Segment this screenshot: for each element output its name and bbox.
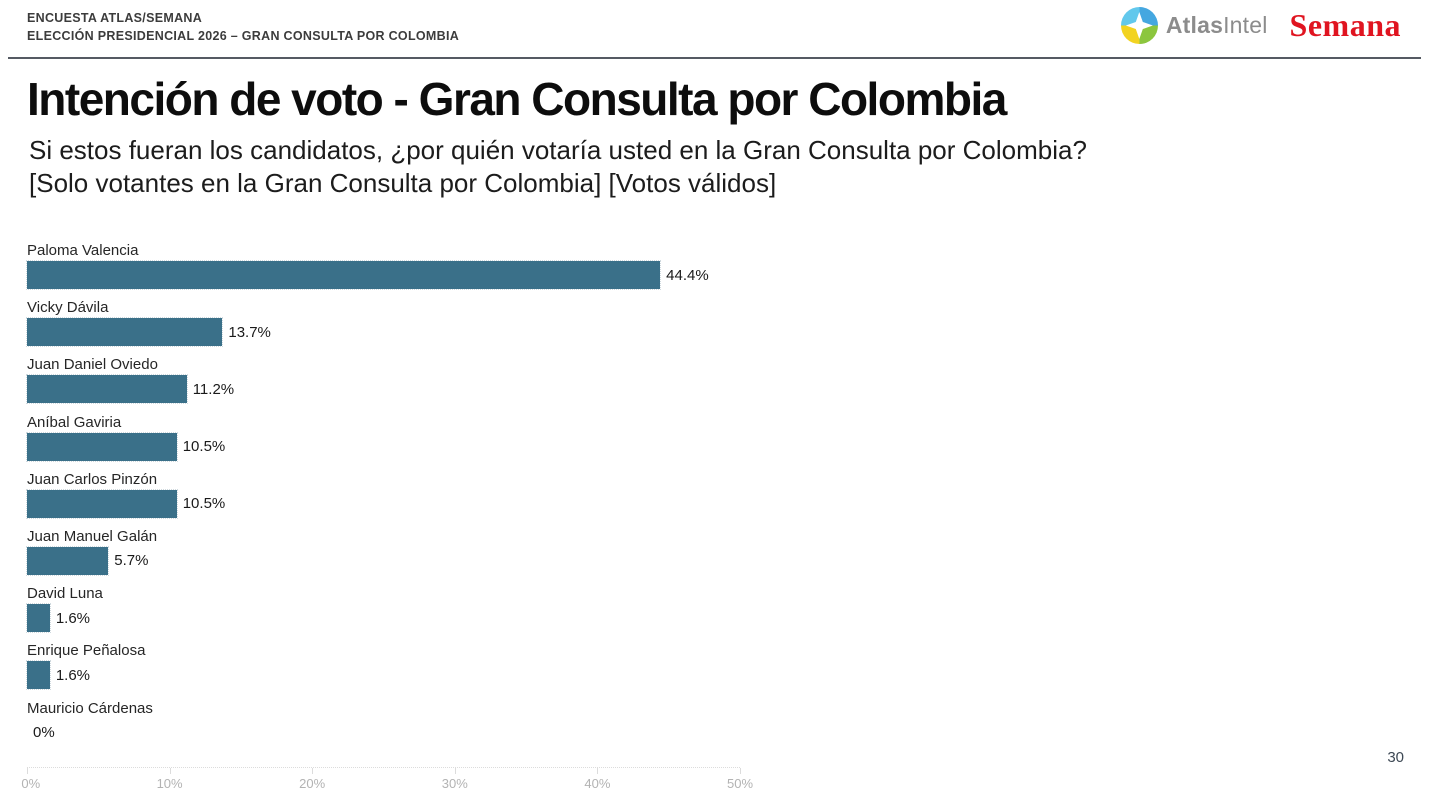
page-number: 30 — [1387, 749, 1404, 766]
page-title: Intención de voto - Gran Consulta por Co… — [27, 73, 1007, 125]
bar-line: 44.4% — [25, 260, 709, 290]
atlasintel-star-icon — [1125, 12, 1153, 39]
semana-logo: Semana — [1289, 7, 1401, 43]
header-divider — [8, 57, 1421, 59]
bar-line: 1.6% — [26, 603, 91, 634]
bar-row: David Luna 1.6% — [26, 585, 787, 643]
bar-line: 13.7% — [25, 317, 271, 348]
x-axis: 0% 10% 20% 30% 40% 50% — [21, 767, 753, 793]
tick-label: 0% — [21, 776, 41, 791]
bar-value: 10.5% — [182, 438, 226, 456]
bar — [25, 545, 110, 576]
bar-row: Aníbal Gaviria 10.5% — [26, 413, 787, 472]
candidate-name: Enrique Peñalosa — [27, 642, 146, 660]
tick-mark — [597, 768, 599, 774]
bar-value: 13.7% — [228, 323, 271, 341]
bar-row: Juan Manuel Galán 5.7% — [25, 527, 787, 586]
tick-mark — [169, 768, 171, 774]
bar — [26, 603, 51, 634]
tick-label: 50% — [726, 776, 754, 791]
tick-label: 20% — [299, 776, 326, 791]
candidate-name: Paloma Valencia — [27, 242, 139, 259]
bar-row: Juan Carlos Pinzón 10.5% — [26, 470, 787, 529]
tick-mark — [312, 768, 314, 774]
subtitle-line-2: [Solo votantes en la Gran Consulta por C… — [29, 168, 777, 198]
bar-line: 11.2% — [26, 374, 235, 405]
atlasintel-logo-text-regular: Intel — [1223, 12, 1268, 38]
candidate-name: Juan Manuel Galán — [27, 527, 158, 545]
bar — [26, 488, 178, 519]
bar-line: 10.5% — [26, 488, 226, 519]
atlasintel-logo: AtlasIntel — [1120, 7, 1268, 44]
bar-line: 5.7% — [25, 545, 149, 576]
bar-chart: Paloma Valencia 44.4% Vicky Dávila 13.7%… — [25, 242, 787, 758]
page-subtitle: Si estos fueran los candidatos, ¿por qui… — [29, 134, 1087, 200]
bar — [26, 374, 188, 405]
header: ENCUESTA ATLAS/SEMANA ELECCIÓN PRESIDENC… — [27, 9, 459, 45]
atlasintel-logo-text: AtlasIntel — [1166, 12, 1268, 39]
candidate-name: Juan Carlos Pinzón — [27, 470, 158, 488]
bar — [26, 660, 51, 691]
bar — [25, 317, 224, 348]
atlasintel-logo-icon — [1120, 7, 1158, 44]
candidate-name: Aníbal Gaviria — [27, 413, 122, 431]
bar — [26, 431, 178, 462]
atlasintel-logo-text-bold: Atlas — [1165, 12, 1224, 38]
logos: AtlasIntel Semana — [1120, 7, 1401, 44]
candidate-name: Mauricio Cárdenas — [27, 699, 153, 717]
candidate-name: Juan Daniel Oviedo — [27, 356, 158, 374]
bar-value: 10.5% — [182, 495, 226, 513]
candidate-name: Vicky Dávila — [27, 299, 109, 317]
bar-line: 1.6% — [26, 660, 91, 691]
bar-row: Enrique Peñalosa 1.6% — [26, 642, 787, 700]
subtitle-line-1: Si estos fueran los candidatos, ¿por qui… — [29, 135, 1087, 165]
bar-value: 1.6% — [55, 609, 91, 627]
bar-value: 11.2% — [192, 380, 235, 398]
tick-mark — [454, 768, 456, 774]
survey-name: ENCUESTA ATLAS/SEMANA — [27, 11, 203, 25]
bar-line: 10.5% — [26, 431, 226, 462]
bar-value: 44.4% — [666, 266, 709, 284]
bar-row: Vicky Dávila 13.7% — [25, 299, 787, 357]
tick-mark — [740, 768, 741, 774]
bar — [25, 260, 662, 290]
survey-subject: ELECCIÓN PRESIDENCIAL 2026 – GRAN CONSUL… — [27, 29, 460, 43]
bar-row: Juan Daniel Oviedo 11.2% — [26, 356, 787, 414]
bar-value: 5.7% — [114, 552, 149, 570]
bar-row: Paloma Valencia 44.4% — [25, 242, 787, 300]
bar-row: Mauricio Cárdenas 0% — [27, 699, 787, 758]
tick-mark — [27, 768, 28, 774]
bar-value: 1.6% — [55, 666, 91, 684]
tick-label: 30% — [441, 776, 468, 791]
tick-label: 10% — [156, 776, 183, 791]
candidate-name: David Luna — [27, 585, 103, 603]
tick-label: 40% — [584, 776, 611, 791]
bar-line: 0% — [27, 719, 55, 747]
bar-value: 0% — [33, 724, 55, 741]
